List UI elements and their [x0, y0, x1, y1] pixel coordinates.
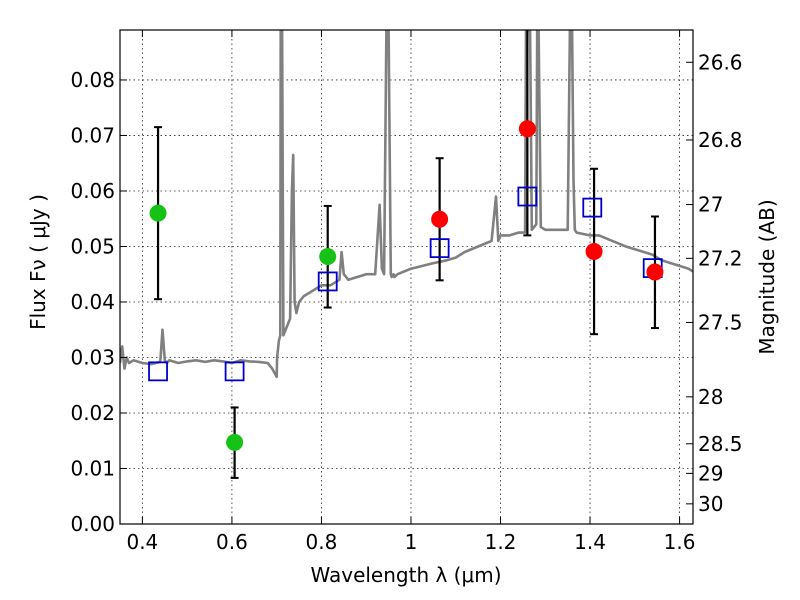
- red-data-point: [646, 263, 664, 281]
- photometry-box-marker: [317, 271, 338, 292]
- y2-tick-label: 30: [698, 492, 723, 516]
- x-tick-label: 1: [405, 530, 418, 554]
- error-bars: [154, 30, 659, 479]
- y2-tick-label: 27: [698, 193, 723, 217]
- model-spectrum: [120, 30, 693, 379]
- y2-tick-label: 28.5: [698, 432, 743, 456]
- photometry-box-marker: [429, 238, 450, 259]
- model-spectrum-line: [120, 30, 693, 379]
- y2-tick-label: 28: [698, 385, 723, 409]
- axis-ticks: 0.4 0.6 0.8 1 1.2 1.4 1.6 0.00 0.01 0.02 0.03 0.04 0…: [70, 30, 743, 554]
- x-tick-label: 0.8: [306, 530, 338, 554]
- y2-tick-label: 26.8: [698, 128, 743, 152]
- y2-tick-label: 26.6: [698, 50, 743, 74]
- red-data-point: [585, 242, 603, 260]
- data-markers: [148, 120, 664, 451]
- grid: [120, 30, 693, 525]
- y2-tick-label: 27.2: [698, 246, 743, 270]
- green-data-point: [226, 433, 244, 451]
- photometry-box-marker: [148, 361, 168, 382]
- red-data-point: [518, 120, 536, 138]
- x-tick-label: 1.2: [485, 530, 517, 554]
- x-axis-label: Wavelength λ (μm): [310, 563, 501, 587]
- y-tick-label: 0.04: [70, 290, 115, 314]
- photometry-box-marker: [582, 197, 603, 218]
- y-tick-label: 0.06: [70, 179, 115, 203]
- y-tick-label: 0.02: [70, 401, 115, 425]
- y-tick-label: 0.08: [70, 68, 115, 92]
- red-data-point: [431, 210, 449, 228]
- x-tick-label: 0.4: [126, 530, 158, 554]
- photometry-box-marker: [224, 361, 245, 382]
- plot-frame: [119, 29, 694, 525]
- y-tick-label: 0.00: [70, 512, 115, 536]
- y-tick-label: 0.07: [70, 123, 115, 147]
- y-axis-label: Flux Fν ( μJy ): [26, 194, 50, 330]
- x-tick-label: 0.6: [216, 530, 248, 554]
- y2-tick-label: 29: [698, 461, 723, 485]
- y-tick-label: 0.05: [70, 234, 115, 258]
- x-tick-label: 1.6: [664, 530, 696, 554]
- photometry-box-marker: [517, 186, 538, 207]
- green-data-point: [319, 247, 337, 265]
- x-tick-label: 1.4: [574, 530, 606, 554]
- y-tick-label: 0.03: [70, 345, 115, 369]
- y2-axis-label: Magnitude (AB): [755, 199, 779, 354]
- green-data-point: [149, 204, 167, 222]
- y2-tick-label: 27.5: [698, 310, 743, 334]
- y-tick-label: 0.01: [70, 456, 115, 480]
